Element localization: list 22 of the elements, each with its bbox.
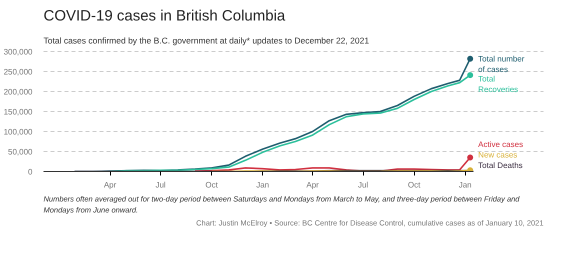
chart-title: COVID-19 cases in British Columbia [44,8,286,24]
y-tick-label: 0 [28,168,34,176]
series-label: New cases [478,150,518,160]
y-tick-label: 250,000 [4,68,34,76]
x-tick-label: Jan [458,180,472,190]
x-tick-label: Jan [256,180,270,190]
series-label: Total Deaths [478,161,523,170]
x-tick-label: Oct [205,180,219,190]
series-label: Total number of cases [478,54,525,74]
series-label: Total Recoveries [478,74,518,94]
y-tick-label: 100,000 [4,128,34,136]
x-tick-label: Jul [155,180,166,190]
y-tick-label: 50,000 [8,148,34,156]
y-tick-label: 200,000 [4,88,34,96]
y-tick-label: 150,000 [4,108,34,116]
x-tick-label: Apr [104,180,117,190]
x-tick-label: Jul [358,180,368,190]
series-label: Active cases [478,140,524,149]
y-tick-label: 300,000 [4,48,34,56]
chart-subtitle: Total cases confirmed by the B.C. government at daily* updates to December 22, 2021 [44,36,370,46]
x-tick-label: Oct [408,180,422,190]
x-tick-label: Apr [306,180,320,190]
